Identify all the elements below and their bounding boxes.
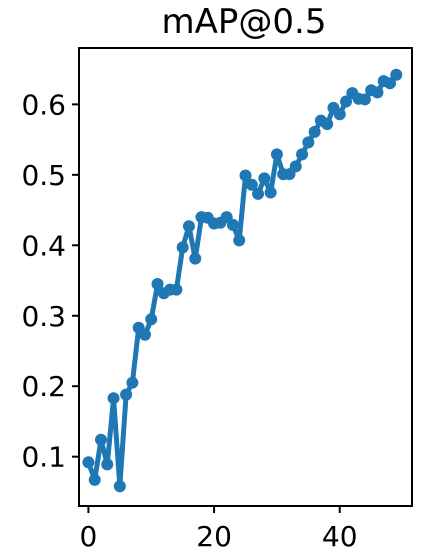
y-tick-label: 0.3	[21, 300, 66, 333]
y-tick-label: 0.6	[21, 88, 66, 121]
data-point	[252, 187, 265, 200]
data-point	[371, 86, 384, 99]
data-point	[233, 234, 246, 247]
data-point	[226, 218, 239, 231]
plot-area	[78, 47, 413, 507]
data-point	[258, 172, 271, 185]
data-point	[264, 186, 277, 199]
data-point	[151, 278, 164, 291]
data-point	[245, 178, 258, 191]
y-tick-label: 0.1	[21, 441, 66, 474]
data-point	[101, 458, 114, 471]
data-point	[145, 313, 158, 326]
x-tick-label: 0	[80, 520, 98, 552]
y-tick-label: 0.4	[21, 229, 66, 262]
data-point	[390, 68, 403, 81]
data-point	[308, 125, 321, 138]
data-point	[302, 136, 315, 149]
chart-title: mAP@0.5	[162, 2, 327, 42]
data-point	[176, 241, 189, 254]
data-point	[182, 220, 195, 233]
data-point	[170, 283, 183, 296]
data-point	[189, 252, 202, 265]
data-point	[333, 108, 346, 121]
y-tick-label: 0.2	[21, 370, 66, 403]
x-tick-label: 40	[322, 520, 358, 552]
data-point	[88, 473, 101, 486]
series-layer	[82, 68, 403, 493]
x-axis: 0 20 40	[80, 506, 358, 552]
data-point	[94, 433, 107, 446]
data-point	[384, 77, 397, 90]
data-point	[126, 376, 139, 389]
data-point	[138, 328, 151, 341]
data-point	[107, 392, 120, 405]
data-point	[358, 93, 371, 106]
y-axis: 0.1 0.2 0.3 0.4 0.5 0.6	[21, 88, 79, 474]
data-point	[120, 388, 133, 401]
data-point	[82, 456, 95, 469]
data-point	[296, 148, 309, 161]
data-point	[239, 169, 252, 182]
data-point	[113, 480, 126, 493]
x-tick-label: 20	[196, 520, 232, 552]
data-point	[321, 118, 334, 131]
y-tick-label: 0.5	[21, 159, 66, 192]
data-point	[270, 148, 283, 161]
data-point	[340, 95, 353, 108]
data-point	[289, 160, 302, 173]
